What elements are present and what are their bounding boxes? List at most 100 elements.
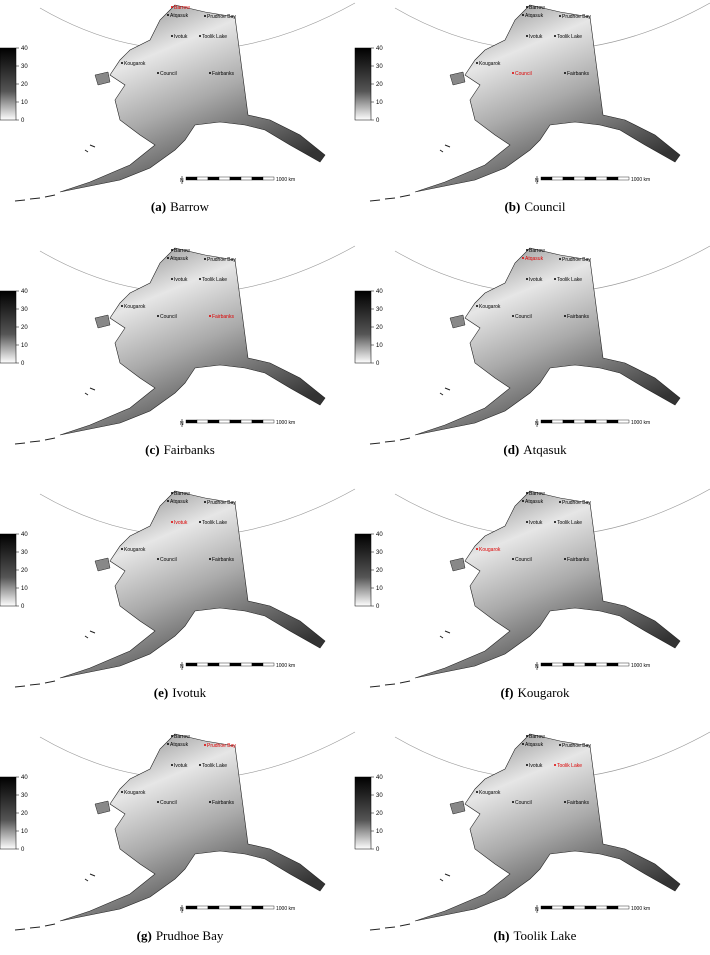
site-label: Council [160, 557, 177, 563]
colorbar-tick-label: 20 [376, 82, 383, 88]
site-marker [157, 558, 159, 560]
scale-bar-segment [218, 905, 231, 910]
site-label: Toolik Lake [202, 520, 227, 526]
site-label: Fairbanks [567, 314, 589, 320]
scale-bar-segment [262, 176, 275, 181]
scale-bar-segment [573, 419, 586, 424]
site-label: Council [515, 314, 532, 320]
site-label: Atqasuk [170, 256, 189, 262]
scale-bar-segment [617, 905, 630, 910]
scale-bar-segment [562, 905, 575, 910]
map-panel: 0 10 20 30 40 Barrow Atqasuk Prudhoe Bay Ivotuk T… [354, 488, 710, 700]
scale-bar-segment [229, 905, 242, 910]
panel-caption: (f) Kougarok [501, 685, 570, 700]
site-marker [171, 278, 173, 280]
site-marker [526, 35, 528, 37]
island [94, 71, 111, 86]
site-marker [204, 15, 206, 17]
caption-name: Toolik Lake [513, 928, 576, 943]
panel-caption: (a) Barrow [151, 199, 210, 214]
scale-label: 1000 km [276, 663, 295, 669]
site-marker [522, 743, 524, 745]
site-marker [167, 14, 169, 16]
scale-label: 1000 km [276, 177, 295, 183]
site-marker [171, 735, 173, 737]
site-label: Fairbanks [212, 800, 234, 806]
colorbar-tick-label: 20 [376, 811, 383, 817]
colorbar-tick-label: 10 [376, 829, 383, 835]
scale-bar-segment [606, 905, 619, 910]
site-label: Barrow [529, 491, 545, 497]
colorbar-tick-label: 20 [21, 811, 28, 817]
colorbar-tick-label: 10 [21, 586, 28, 592]
site-marker [121, 791, 123, 793]
colorbar-tick-label: 0 [21, 118, 25, 124]
site-marker [522, 500, 524, 502]
site-label: Kougarok [479, 790, 501, 796]
scale-bar-segment [562, 176, 575, 181]
scale-bar-segment [262, 419, 275, 424]
scale-bar-segment [584, 419, 597, 424]
site-marker [121, 305, 123, 307]
site-label: Prudhoe Bay [562, 257, 591, 263]
alaska-map [59, 490, 326, 679]
site-marker [476, 548, 478, 550]
scale-bar-segment [185, 662, 198, 667]
scale-bar-segment [185, 419, 198, 424]
scale-bar-segment [573, 662, 586, 667]
scale-bar-segment [573, 176, 586, 181]
colorbar-tick-label: 0 [21, 604, 25, 610]
scale-bar-segment [185, 905, 198, 910]
scale-label: 1000 km [276, 420, 295, 426]
colorbar-tick-label: 40 [376, 46, 383, 52]
site-label: Fairbanks [212, 71, 234, 77]
colorbar [0, 290, 17, 364]
scale-bar-segment [606, 419, 619, 424]
scale-bar-segment [262, 662, 275, 667]
panel-caption: (d) Atqasuk [503, 442, 567, 457]
site-marker [512, 72, 514, 74]
caption-name: Prudhoe Bay [156, 928, 224, 943]
colorbar-tick-label: 10 [376, 586, 383, 592]
site-marker [526, 764, 528, 766]
colorbar-tick-label: 40 [376, 775, 383, 781]
colorbar [354, 47, 372, 121]
colorbar-tick-label: 30 [21, 307, 28, 313]
aleutian-islands [14, 630, 96, 688]
colorbar [0, 776, 17, 850]
panel-caption: (h) Toolik Lake [494, 928, 577, 943]
scale-bar-segment [540, 662, 553, 667]
map-panel: 0 10 20 30 40 Barrow Atqasuk Prudhoe Bay Ivotuk T… [0, 2, 356, 214]
colorbar-tick-label: 0 [376, 118, 380, 124]
island [449, 71, 466, 86]
colorbar-tick-label: 40 [21, 46, 28, 52]
site-label: Council [160, 800, 177, 806]
site-marker [564, 558, 566, 560]
site-marker [526, 492, 528, 494]
scale-bar-segment [218, 662, 231, 667]
site-marker [512, 315, 514, 317]
site-label: Prudhoe Bay [207, 500, 236, 506]
caption-letter: (d) [503, 442, 519, 457]
site-label: Toolik Lake [557, 520, 582, 526]
site-marker [209, 558, 211, 560]
colorbar-tick-label: 20 [21, 325, 28, 331]
site-marker [559, 15, 561, 17]
colorbar-tick-label: 40 [376, 532, 383, 538]
caption-name: Barrow [170, 199, 210, 214]
scale-bar-segment [240, 176, 253, 181]
site-marker [199, 278, 201, 280]
site-label: Ivotuk [529, 520, 543, 526]
site-label: Kougarok [124, 61, 146, 67]
site-label: Ivotuk [174, 520, 188, 526]
colorbar-tick-label: 0 [376, 361, 380, 367]
site-marker [167, 257, 169, 259]
scale-bar-segment [551, 419, 564, 424]
site-label: Council [515, 800, 532, 806]
colorbar-tick-label: 0 [21, 361, 25, 367]
site-label: Ivotuk [174, 34, 188, 40]
colorbar-tick-label: 10 [21, 829, 28, 835]
site-marker [512, 558, 514, 560]
scale-bar-segment [229, 176, 242, 181]
